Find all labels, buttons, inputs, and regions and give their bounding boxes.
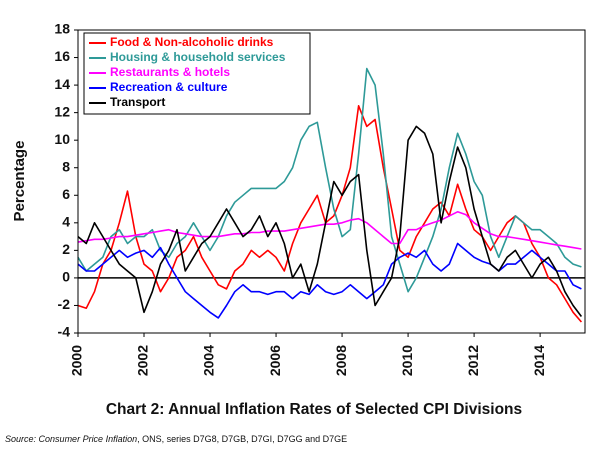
source-rest: , ONS, series D7G8, D7GB, D7GI, D7GG and… [137,434,347,444]
legend-label: Recreation & culture [110,80,228,94]
x-tick-label: 2008 [333,345,349,376]
series-line [77,211,582,250]
y-tick-label: 12 [54,103,70,119]
x-tick-label: 2004 [201,345,217,376]
x-tick-label: 2014 [531,345,547,376]
legend-label: Transport [110,95,165,109]
y-tick-label: 0 [62,269,70,285]
y-tick-label: -4 [58,324,71,340]
legend-label: Food & Non-alcoholic drinks [110,35,274,49]
series-line [77,125,583,317]
x-tick-label: 2002 [135,345,151,376]
series-line [77,242,582,319]
legend-box [83,32,311,115]
y-tick-label: 4 [62,214,70,230]
chart-title: Chart 2: Annual Inflation Rates of Selec… [106,401,522,418]
plot-frame [77,29,586,334]
y-tick-label: 8 [62,158,70,174]
x-tick-label: 2000 [69,345,85,376]
source-publication: Consumer Price Inflation [39,434,138,444]
y-tick-label: 14 [54,76,70,92]
source-prefix: Source: [5,434,37,444]
legend-label: Housing & household services [110,50,286,64]
y-axis-label: Percentage [11,141,28,222]
y-tick-label: 18 [54,21,70,37]
source-note: Source: Consumer Price Inflation, ONS, s… [5,434,347,444]
y-tick-label: 6 [62,186,70,202]
x-tick-label: 2010 [399,345,415,376]
series-line [77,105,583,323]
y-tick-label: 16 [54,48,70,64]
y-tick-label: 10 [54,131,70,147]
y-tick-label: -2 [58,296,71,312]
x-tick-label: 2012 [465,345,481,376]
x-tick-label: 2006 [267,345,283,376]
y-tick-label: 2 [62,241,70,257]
legend-label: Restaurants & hotels [110,65,230,79]
